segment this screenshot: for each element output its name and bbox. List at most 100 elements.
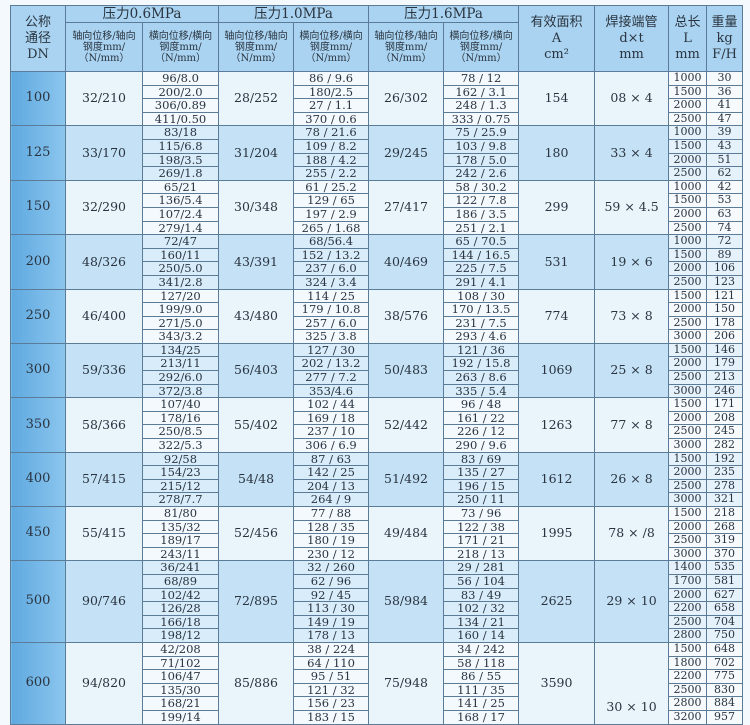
axial-0.6-cell: 32/210 [65,70,143,127]
axial-1.0-cell: 30/348 [218,179,295,236]
lateral-1.0-cell: 149 / 19 [293,614,370,630]
weight-cell: 121 [706,288,744,304]
length-cell: 2500 [668,111,708,127]
axial-1.6-cell: 27/417 [368,179,445,236]
length-cell: 1500 [668,247,708,263]
lateral-1.6-cell: 34 / 242 [443,641,520,657]
length-cell: 2000 [668,152,708,168]
dn-cell: 600 [10,641,66,725]
lateral-1.0-cell: 178 / 13 [293,628,370,643]
header-axial-0: 轴向位移/轴向 钢度mm/（N/mm） [65,22,143,72]
lateral-1.0-cell: 127 / 30 [293,342,370,358]
lateral-0.6-cell: 135/32 [141,519,220,535]
length-cell: 2000 [668,519,708,535]
lateral-0.6-cell: 199/9.0 [141,302,220,317]
length-cell: 1500 [668,451,708,467]
lateral-0.6-cell: 322/5.3 [141,438,220,453]
pipe-cell: 30 × 10 [594,641,670,725]
lateral-1.0-cell: 237 / 10 [293,424,370,440]
lateral-1.6-cell: 291 / 4.1 [443,274,520,290]
weight-cell: 39 [706,125,744,140]
weight-cell: 321 [706,492,744,507]
axial-1.0-cell: 55/402 [218,397,295,453]
weight-cell: 150 [706,302,744,317]
length-cell: 1500 [668,641,708,657]
table-body: 100 32/210 96/8.0 28/252 86 / 9.6 26/302 78 / … [10,70,744,725]
table-row: 199/14 183 / 15 168 / 17 3200 957 [11,709,744,725]
length-cell: 1400 [668,560,708,575]
weight-cell: 123 [706,274,744,290]
weight-cell: 208 [706,410,744,426]
length-cell: 1800 [668,655,708,671]
axial-0.6-cell: 33/170 [65,125,143,181]
lateral-1.6-cell: 226 / 12 [443,424,520,440]
lateral-1.0-cell: 114 / 25 [293,288,370,304]
table-row: 250 46/400 127/20 43/480 114 / 25 38/576 108 /… [10,288,744,344]
area-cell: 299 [518,179,596,236]
dn-cell: 125 [10,125,66,181]
axial-1.6-cell: 75/948 [368,641,445,725]
weight-cell: 702 [706,655,744,671]
lateral-0.6-cell: 189/17 [141,533,220,548]
lateral-1.0-cell: 121 / 32 [293,682,370,698]
weight-cell: 319 [706,533,744,548]
length-cell: 2500 [668,478,708,494]
lateral-1.6-cell: 162 / 3.1 [443,84,520,100]
lateral-1.6-cell: 250 / 11 [443,492,520,507]
lateral-1.0-cell: 27 / 1.1 [293,98,370,113]
lateral-0.6-cell: 372/3.8 [141,383,220,399]
header-lateral-1: 横向位移/横向 钢度mm/（N/mm） [293,22,370,72]
lateral-1.0-cell: 257 / 6.0 [293,315,370,331]
lateral-1.6-cell: 75 / 25.9 [443,125,520,140]
area-cell: 154 [518,70,596,127]
weight-cell: 648 [706,641,744,657]
lateral-1.6-cell: 225 / 7.5 [443,261,520,276]
lateral-1.0-cell: 325 / 3.8 [293,329,370,344]
pipe-cell: 29 × 10 [594,560,670,643]
lateral-0.6-cell: 198/12 [141,628,220,643]
length-cell: 2500 [668,274,708,290]
lateral-0.6-cell: 127/20 [141,288,220,304]
axial-1.6-cell: 29/245 [368,125,445,181]
lateral-1.6-cell: 231 / 7.5 [443,315,520,331]
pipe-cell: 19 × 6 [594,234,670,290]
lateral-1.0-cell: 109 / 8.2 [293,138,370,154]
dn-cell: 450 [10,505,66,562]
table-row: 450 55/415 81/80 52/456 77 / 88 49/484 73 / 96… [10,505,744,562]
axial-1.6-cell: 49/484 [368,505,445,562]
axial-0.6-cell: 55/415 [65,505,143,562]
lateral-0.6-cell: 126/28 [141,601,220,616]
dn-cell: 100 [10,70,66,127]
axial-1.6-cell: 26/302 [368,70,445,127]
axial-1.6-cell: 52/442 [368,397,445,453]
length-cell: 2500 [668,682,708,698]
weight-cell: 89 [706,247,744,263]
table-row: 106/47 95 / 51 86 / 55 2200 775 [11,669,744,684]
lateral-0.6-cell: 306/0.89 [141,98,220,113]
weight-cell: 830 [706,682,744,698]
weight-cell: 106 [706,261,744,276]
weight-cell: 36 [706,84,744,100]
table-row: 166/18 149 / 19 134 / 21 2500 704 [11,614,744,630]
lateral-1.0-cell: 78 / 21.6 [293,125,370,140]
weight-cell: 268 [706,519,744,535]
lateral-1.6-cell: 170 / 13.5 [443,302,520,317]
lateral-1.6-cell: 134 / 21 [443,614,520,630]
table-row: 102/42 92 / 45 83 / 49 2000 627 [11,587,744,603]
lateral-1.6-cell: 56 / 104 [443,573,520,589]
lateral-0.6-cell: 71/102 [141,655,220,671]
length-cell: 2000 [668,410,708,426]
lateral-1.0-cell: 156 / 23 [293,696,370,711]
axial-0.6-cell: 46/400 [65,288,143,344]
axial-1.6-cell: 38/576 [368,288,445,344]
weight-cell: 192 [706,451,744,467]
lateral-0.6-cell: 250/8.5 [141,424,220,440]
table-row: 136/5.4 129 / 65 122 / 7.8 1500 53 [11,193,744,208]
header-weight: 重量 kg F/H [706,5,744,72]
table-row: 213/11 202 / 13.2 192 / 15.8 2000 179 [11,356,744,372]
length-cell: 1500 [668,397,708,412]
lateral-1.0-cell: 169 / 18 [293,410,370,426]
lateral-1.0-cell: 64 / 110 [293,655,370,671]
table-row: 215/12 204 / 13 196 / 15 2500 278 [11,478,744,494]
